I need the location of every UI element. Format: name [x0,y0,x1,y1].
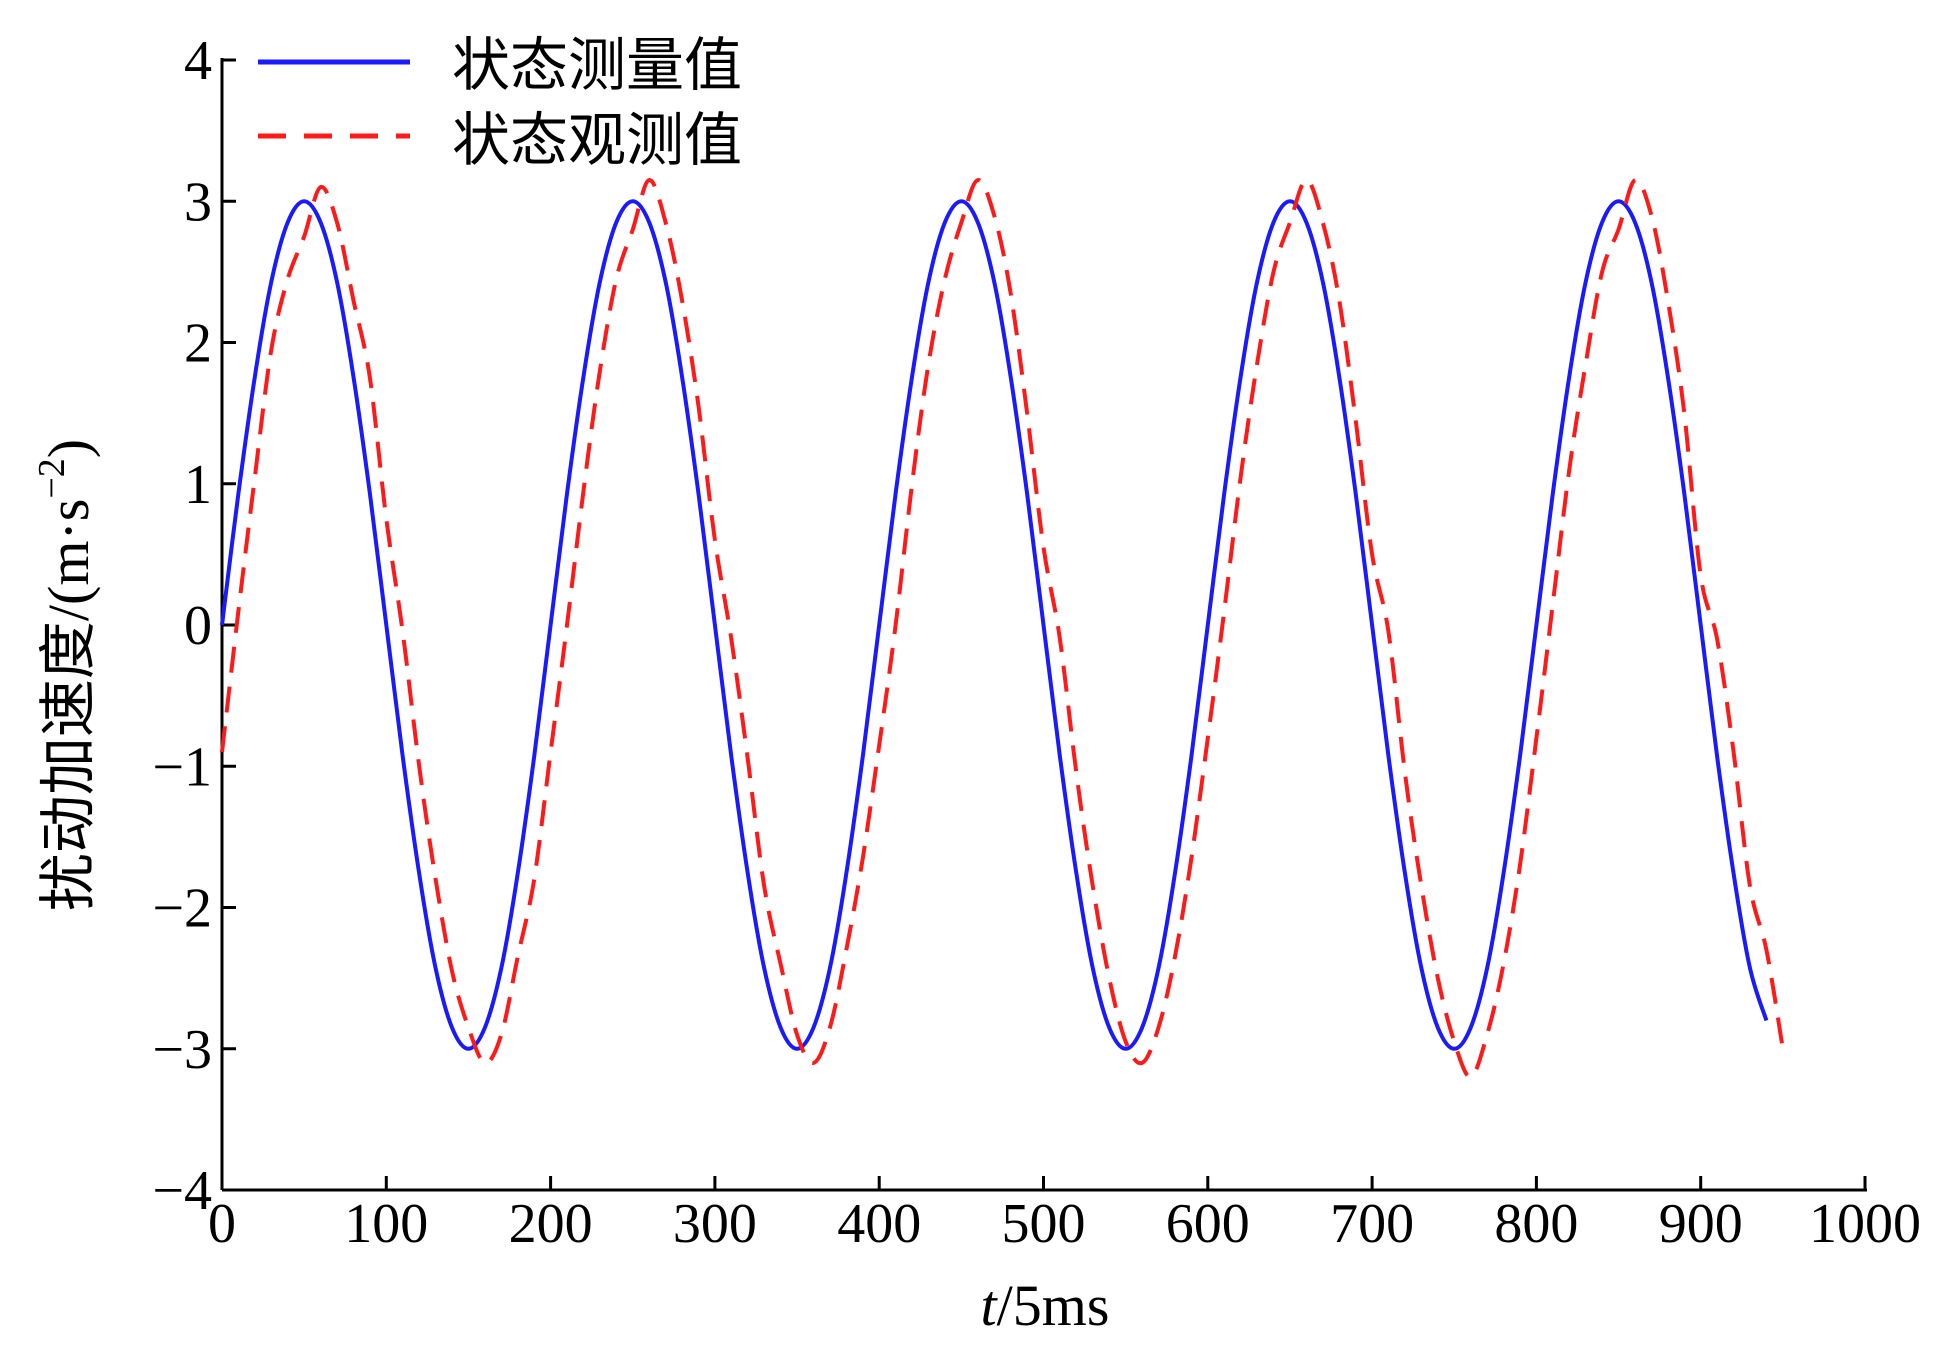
x-tick-label: 900 [1659,1193,1743,1255]
axes: 0 100 200 300 400 500 600 700 800 900 1000 4 3 2 1 0 −1 −… [152,30,1921,1255]
x-axis-title-var: t [981,1273,999,1338]
x-tick-label: 600 [1166,1193,1250,1255]
y-tick-label: 1 [184,454,212,516]
series-line-1 [220,178,1785,1079]
y-tick-label: −1 [152,736,212,798]
series-line-0 [220,199,1769,1051]
y-axis-title-close: ) [36,439,101,458]
legend: 状态测量值 状态观测值 [258,33,742,173]
y-tick-label: −3 [152,1019,212,1081]
y-tick-label: 3 [184,171,212,233]
x-tick-label: 1000 [1809,1193,1921,1255]
x-tick-label: 0 [208,1193,236,1255]
x-tick-label: 800 [1494,1193,1578,1255]
x-tick-label: 500 [1002,1193,1086,1255]
y-axis-title-main: 扰动加速度/(m·s [36,499,101,911]
series-layer [220,178,1785,1079]
x-axis-title: t/5ms [981,1273,1110,1338]
y-tick-label: 2 [184,313,212,375]
y-axis-title: 扰动加速度/(m·s−2) [31,439,101,911]
legend-label-measured: 状态测量值 [452,33,742,98]
y-axis-title-sup: −2 [31,458,73,498]
y-tick-label: 4 [184,30,212,92]
x-tick-label: 100 [344,1193,428,1255]
y-tick-label: 0 [184,595,212,657]
x-axis-title-unit: /5ms [997,1273,1110,1338]
legend-label-observed: 状态观测值 [452,108,742,173]
y-tick-label: −2 [152,878,212,940]
x-tick-label: 400 [837,1193,921,1255]
x-tick-label: 700 [1330,1193,1414,1255]
x-tick-label: 300 [673,1193,757,1255]
x-tick-label: 200 [509,1193,593,1255]
y-tick-label: −4 [152,1160,212,1222]
